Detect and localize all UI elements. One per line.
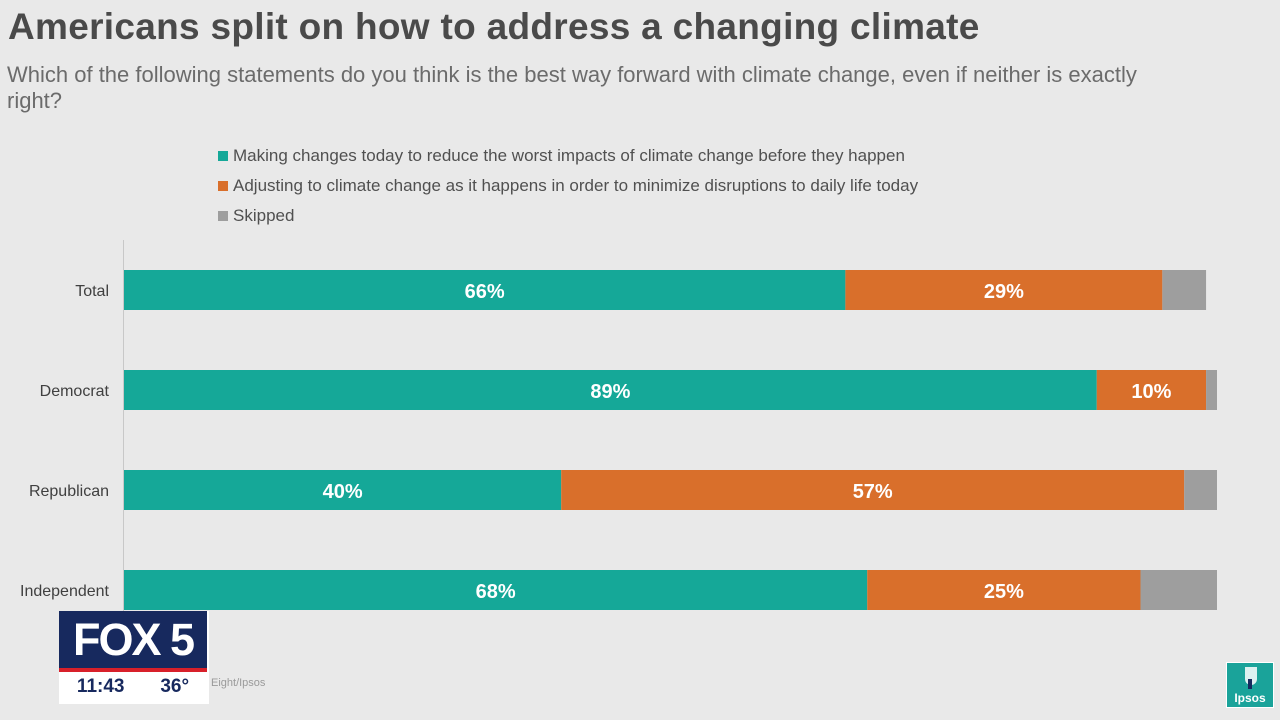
bar-democrat-series-1 [1096, 370, 1207, 410]
fox5-logo: FOX 5 [59, 611, 207, 668]
legend-label-making-changes: Making changes today to reduce the worst… [233, 146, 905, 165]
bar-independent-series-2 [1140, 570, 1217, 610]
legend: Making changes today to reduce the worst… [218, 141, 918, 231]
bar-democrat-series-2 [1206, 370, 1217, 410]
fox5-red-stripe [59, 668, 207, 672]
bar-independent-series-0 [124, 570, 868, 610]
data-label-republican-series-1: 57% [853, 481, 893, 503]
bar-republican-series-1 [561, 470, 1185, 510]
chart-title: Americans split on how to address a chan… [8, 6, 980, 47]
category-label-democrat: Democrat [40, 383, 110, 400]
legend-swatch-skipped [218, 211, 228, 221]
legend-item-skipped: Skipped [218, 201, 918, 231]
temperature: 36° [160, 676, 190, 697]
fox5-logo-bug: FOX 5 11:43 36° [59, 611, 209, 704]
category-label-independent: Independent [20, 583, 110, 600]
bar-independent-series-1 [867, 570, 1141, 610]
bar-democrat-series-0 [124, 370, 1097, 410]
ipsos-wordmark: Ipsos [1234, 691, 1266, 705]
bar-total-series-1 [845, 270, 1163, 310]
data-label-independent-series-0: 68% [476, 581, 516, 603]
bar-total-series-0 [124, 270, 846, 310]
legend-swatch-making-changes [218, 151, 228, 161]
clock-time: 11:43 [76, 676, 125, 697]
ipsos-mark-icon [1245, 667, 1257, 689]
category-label-republican: Republican [29, 483, 109, 500]
legend-label-adjusting: Adjusting to climate change as it happen… [233, 176, 919, 195]
bar-republican-series-0 [124, 470, 562, 510]
data-label-total-series-0: 66% [465, 281, 505, 303]
data-label-democrat-series-0: 89% [590, 381, 630, 403]
data-label-republican-series-0: 40% [323, 481, 363, 503]
bar-total-series-2 [1162, 270, 1207, 310]
category-label-total: Total [75, 283, 109, 300]
legend-swatch-adjusting [218, 181, 228, 191]
data-label-total-series-1: 29% [984, 281, 1024, 303]
legend-item-adjusting: Adjusting to climate change as it happen… [218, 171, 918, 201]
legend-label-skipped: Skipped [233, 206, 295, 225]
ipsos-logo: Ipsos [1226, 662, 1274, 708]
data-label-independent-series-1: 25% [984, 581, 1024, 603]
chart-subtitle: Which of the following statements do you… [7, 62, 1137, 113]
data-label-democrat-series-1: 10% [1131, 381, 1171, 403]
bar-republican-series-2 [1184, 470, 1217, 510]
legend-item-making-changes: Making changes today to reduce the worst… [218, 141, 918, 171]
source-note: Eight/Ipsos [211, 677, 266, 689]
time-weather-bar: 11:43 36° [59, 672, 207, 702]
